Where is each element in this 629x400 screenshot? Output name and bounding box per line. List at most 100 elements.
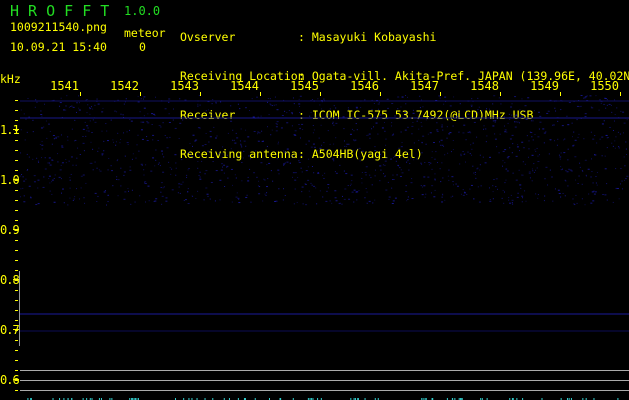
bottom-marker xyxy=(310,398,312,400)
bottom-marker xyxy=(357,398,359,400)
bottom-marker xyxy=(511,398,513,400)
noise-dot xyxy=(374,146,376,148)
noise-dot xyxy=(565,170,567,172)
noise-dot xyxy=(521,174,523,176)
noise-dot xyxy=(484,128,486,130)
noise-dot xyxy=(168,113,170,115)
info-value: : A504HB(yagi 4el) xyxy=(298,147,423,161)
noise-dot xyxy=(572,145,575,147)
noise-dot xyxy=(197,190,199,192)
noise-dot xyxy=(321,144,323,146)
noise-dot xyxy=(618,147,620,149)
noise-dot xyxy=(317,172,320,174)
noise-dot xyxy=(293,103,295,105)
noise-dot xyxy=(463,192,466,194)
noise-dot xyxy=(347,107,349,109)
noise-dot xyxy=(492,103,494,105)
noise-dot xyxy=(493,95,496,97)
noise-dot xyxy=(23,180,26,182)
bottom-marker xyxy=(560,398,562,400)
noise-dot xyxy=(442,129,444,131)
noise-dot xyxy=(22,187,24,189)
noise-dot xyxy=(311,98,313,100)
noise-dot xyxy=(566,115,568,117)
noise-dot xyxy=(536,167,538,169)
noise-dot xyxy=(536,147,538,149)
noise-dot xyxy=(70,173,72,175)
noise-dot xyxy=(537,155,539,157)
noise-dot xyxy=(151,124,153,126)
noise-dot xyxy=(503,191,505,193)
noise-dot xyxy=(520,187,522,189)
noise-dot xyxy=(503,116,505,118)
noise-dot xyxy=(508,197,510,199)
noise-dot xyxy=(183,200,185,202)
noise-dot xyxy=(394,115,397,117)
noise-dot xyxy=(199,178,202,180)
noise-dot xyxy=(258,180,260,182)
noise-dot xyxy=(346,143,349,145)
noise-dot xyxy=(466,193,468,195)
noise-dot xyxy=(449,132,452,134)
noise-dot xyxy=(36,101,38,103)
x-tick-label: 1541 xyxy=(50,79,79,93)
noise-dot xyxy=(604,155,606,157)
noise-dot xyxy=(554,140,556,142)
noise-dot xyxy=(615,168,617,170)
noise-dot xyxy=(531,180,533,182)
noise-dot xyxy=(234,142,237,144)
noise-dot xyxy=(333,143,335,145)
noise-dot xyxy=(237,155,239,157)
noise-dot xyxy=(178,186,180,188)
noise-dot xyxy=(341,203,343,205)
noise-dot xyxy=(206,193,209,195)
noise-dot xyxy=(467,131,470,133)
noise-dot xyxy=(123,116,125,118)
noise-dot xyxy=(439,168,441,170)
noise-dot xyxy=(120,113,123,115)
noise-dot xyxy=(212,99,214,101)
noise-dot xyxy=(68,160,70,162)
noise-dot xyxy=(216,135,218,137)
noise-dot xyxy=(92,119,94,121)
bottom-marker xyxy=(458,398,460,400)
bottom-marker xyxy=(132,398,134,400)
noise-dot xyxy=(604,168,607,170)
bottom-marker xyxy=(131,398,133,400)
noise-dot xyxy=(158,162,160,164)
noise-dot xyxy=(271,105,273,107)
noise-dot xyxy=(509,147,511,149)
noise-dot xyxy=(595,182,597,184)
noise-dot xyxy=(452,149,454,151)
noise-dot xyxy=(117,132,119,134)
noise-dot xyxy=(204,173,206,175)
noise-dot xyxy=(40,110,42,112)
noise-dot xyxy=(543,142,545,144)
noise-dot xyxy=(62,109,65,111)
noise-dot xyxy=(485,141,487,143)
noise-dot xyxy=(601,101,603,103)
noise-dot xyxy=(62,162,65,164)
noise-dot xyxy=(86,112,88,114)
noise-dot xyxy=(59,102,62,104)
noise-dot xyxy=(69,105,71,107)
noise-dot xyxy=(307,158,309,160)
noise-dot xyxy=(611,111,613,113)
noise-dot xyxy=(411,178,413,180)
noise-dot xyxy=(144,181,147,183)
noise-dot xyxy=(470,104,473,106)
noise-dot xyxy=(182,181,184,183)
noise-dot xyxy=(74,196,76,198)
noise-dot xyxy=(473,172,475,174)
noise-dot xyxy=(556,144,558,146)
noise-dot xyxy=(226,154,228,156)
noise-dot xyxy=(591,171,593,173)
noise-dot xyxy=(235,196,238,198)
noise-dot xyxy=(334,197,337,199)
noise-dot xyxy=(577,136,579,138)
noise-dot xyxy=(69,179,71,181)
bottom-marker xyxy=(446,398,448,400)
noise-dot xyxy=(485,128,487,130)
bottom-marker xyxy=(137,398,139,400)
noise-dot xyxy=(152,113,155,115)
